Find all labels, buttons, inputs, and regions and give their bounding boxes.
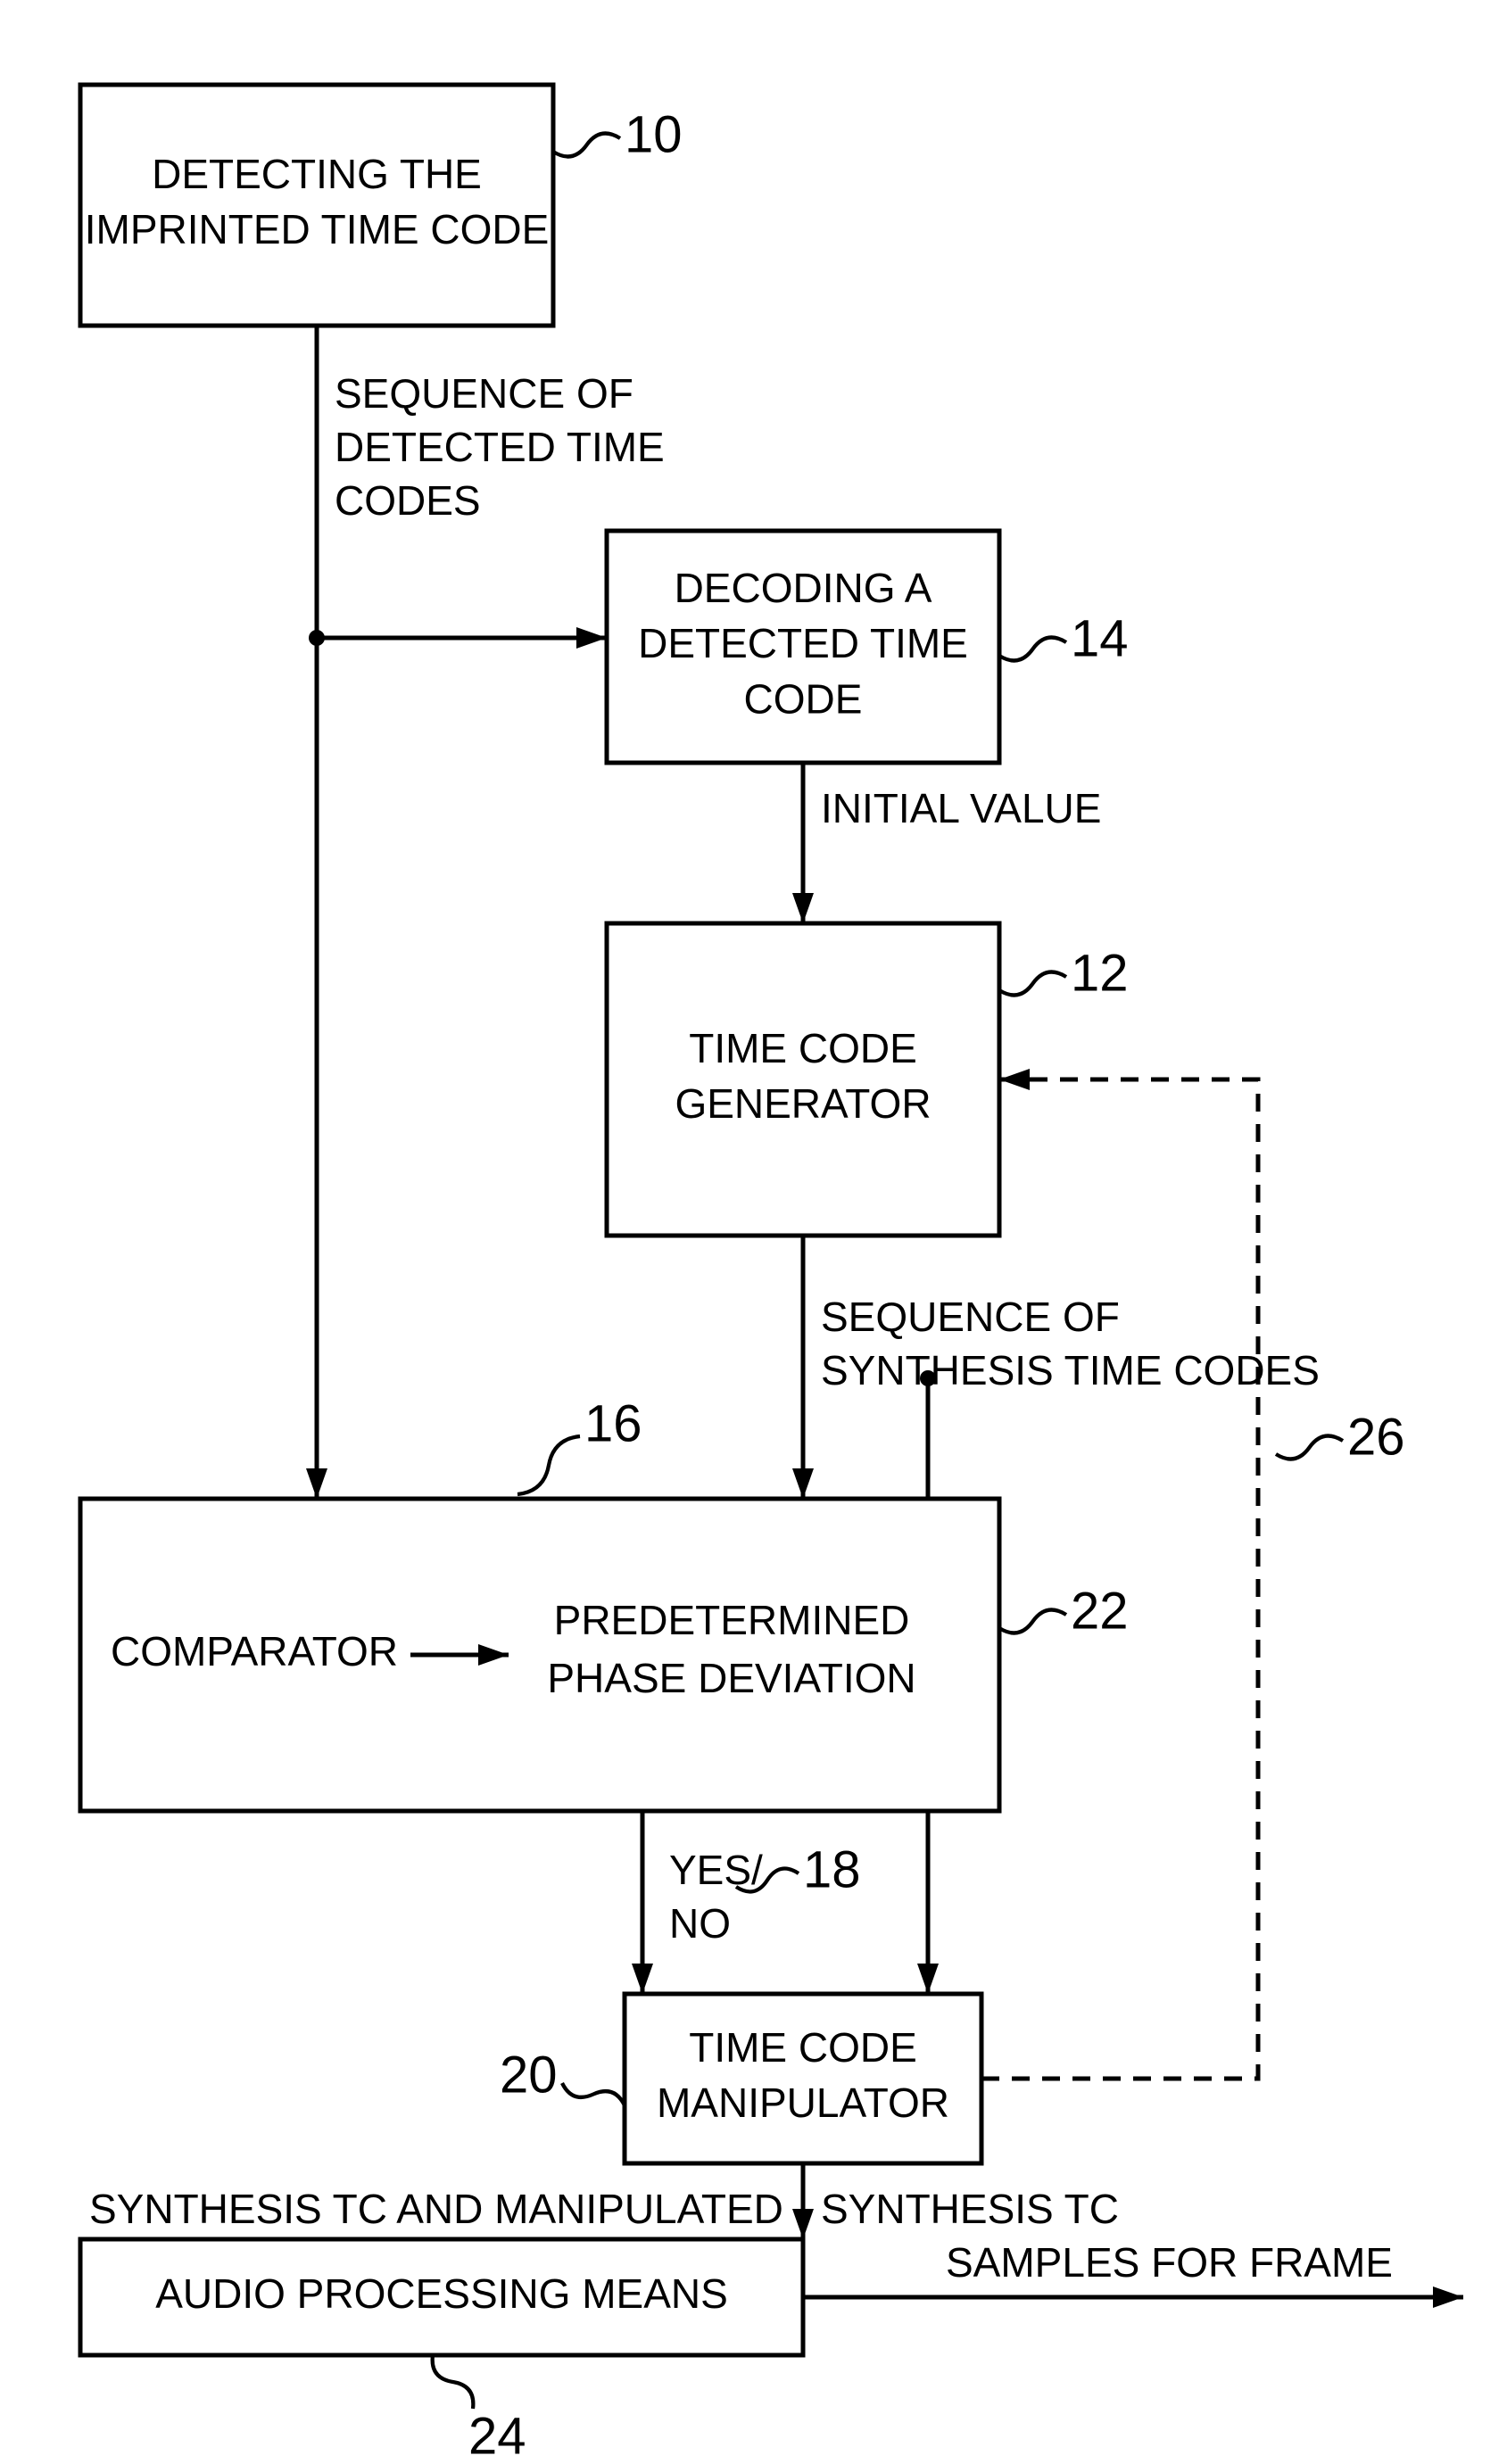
- edge-label: SYNTHESIS TIME CODES: [821, 1347, 1320, 1393]
- node-gen-box: [607, 923, 999, 1236]
- edge-label: SEQUENCE OF: [335, 370, 633, 417]
- node-gen-label: GENERATOR: [675, 1080, 931, 1127]
- node-compare: COMPARATOR PREDETERMINED PHASE DEVIATION: [80, 1499, 999, 1811]
- ref-number: 26: [1347, 1408, 1405, 1466]
- ref-connector: [999, 1610, 1066, 1633]
- node-manip-label: MANIPULATOR: [657, 2080, 949, 2126]
- node-audio: AUDIO PROCESSING MEANS: [80, 2239, 803, 2355]
- edge-label: SYNTHESIS TC: [821, 2186, 1119, 2232]
- edge-label: NO: [669, 1900, 731, 1947]
- edge-label: SEQUENCE OF: [821, 1294, 1120, 1340]
- ref-connector: [1276, 1436, 1343, 1459]
- node-detect: DETECTING THE IMPRINTED TIME CODE: [80, 85, 553, 326]
- arrowhead: [576, 627, 607, 649]
- node-decode-label: CODE: [744, 675, 863, 722]
- node-decode-label: DECODING A: [675, 565, 932, 611]
- arrowhead: [306, 1468, 327, 1499]
- ref-connector: [433, 2355, 474, 2409]
- edge-label: YES/: [669, 1847, 763, 1893]
- ref-connector: [562, 2083, 625, 2105]
- ref-number: 20: [500, 2046, 558, 2104]
- edge-label: CODES: [335, 477, 481, 524]
- arrowhead: [792, 2209, 814, 2239]
- ref-number: 18: [803, 1840, 861, 1898]
- flowchart-canvas: DETECTING THE IMPRINTED TIME CODE DECODING…: [0, 0, 1507, 2464]
- ref-number: 16: [584, 1394, 642, 1452]
- arrowhead: [792, 1468, 814, 1499]
- node-compare-sublabel: COMPARATOR: [111, 1628, 398, 1674]
- ref-number: 12: [1071, 944, 1129, 1002]
- edge: [981, 1079, 1258, 2079]
- node-compare-sublabel: PHASE DEVIATION: [547, 1655, 915, 1701]
- ref-connector: [518, 1436, 580, 1494]
- arrowhead: [1433, 2286, 1463, 2308]
- arrowhead: [917, 1964, 939, 1994]
- node-detect-box: [80, 85, 553, 326]
- node-decode-label: DETECTED TIME: [638, 620, 968, 666]
- edge-label: DETECTED TIME: [335, 424, 665, 470]
- edge-label: INITIAL VALUE: [821, 785, 1101, 831]
- arrowhead: [632, 1964, 653, 1994]
- edge-label: SAMPLES FOR FRAME: [946, 2239, 1393, 2286]
- ref-connector: [553, 134, 620, 157]
- node-decode: DECODING A DETECTED TIME CODE: [607, 531, 999, 763]
- ref-number: 22: [1071, 1582, 1129, 1640]
- arrowhead: [792, 893, 814, 923]
- node-manip-label: TIME CODE: [689, 2024, 917, 2071]
- edge-label: SYNTHESIS TC AND MANIPULATED: [89, 2186, 783, 2232]
- node-gen: TIME CODE GENERATOR: [607, 923, 999, 1236]
- node-manip: TIME CODE MANIPULATOR: [625, 1994, 981, 2163]
- node-compare-sublabel: PREDETERMINED: [554, 1597, 910, 1643]
- ref-connector: [999, 638, 1066, 661]
- node-audio-label: AUDIO PROCESSING MEANS: [155, 2270, 728, 2317]
- node-detect-label: DETECTING THE: [152, 151, 482, 197]
- ref-number: 14: [1071, 609, 1129, 667]
- node-gen-label: TIME CODE: [689, 1025, 917, 1071]
- node-manip-box: [625, 1994, 981, 2163]
- node-detect-label: IMPRINTED TIME CODE: [85, 206, 550, 252]
- arrowhead: [999, 1069, 1030, 1090]
- ref-number: 24: [468, 2407, 526, 2464]
- ref-number: 10: [625, 105, 683, 163]
- ref-connector: [999, 972, 1066, 996]
